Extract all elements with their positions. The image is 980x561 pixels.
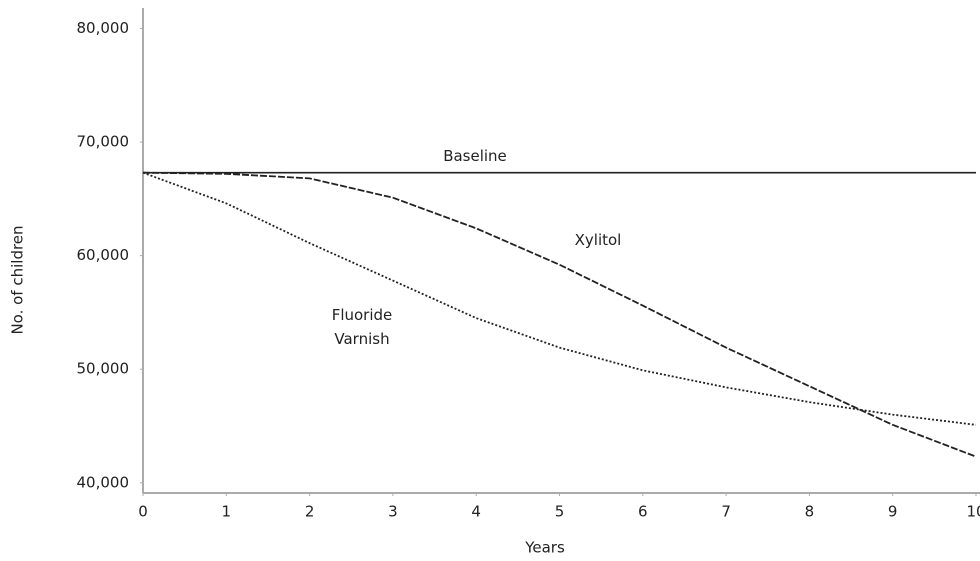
x-tick-label: 6: [638, 503, 648, 521]
series-line: [142, 171, 977, 458]
x-tick-label: 0: [138, 503, 148, 521]
x-tick-label: 8: [805, 503, 815, 521]
series-label: Xylitol: [574, 231, 622, 249]
series-label: Fluoride Varnish: [331, 306, 393, 348]
x-tick-label: 4: [471, 503, 481, 521]
y-tick-label: 70,000: [77, 133, 130, 151]
x-tick-label: 1: [222, 503, 232, 521]
x-tick-label: 5: [555, 503, 565, 521]
y-tick-label: 60,000: [77, 246, 130, 264]
y-tick-label: 80,000: [77, 19, 130, 37]
x-tick-label: 3: [388, 503, 398, 521]
series-line: [142, 171, 977, 426]
y-tick-label: 50,000: [77, 360, 130, 378]
x-axis-title: Years: [524, 539, 565, 557]
x-tick-label: 9: [888, 503, 898, 521]
x-tick-label: 7: [721, 503, 731, 521]
x-tick-label: 2: [305, 503, 315, 521]
y-axis-title: No. of children: [9, 225, 27, 334]
series-label: Baseline: [443, 147, 507, 165]
y-tick-label: 40,000: [77, 473, 130, 491]
x-tick-label: 10: [966, 503, 980, 521]
